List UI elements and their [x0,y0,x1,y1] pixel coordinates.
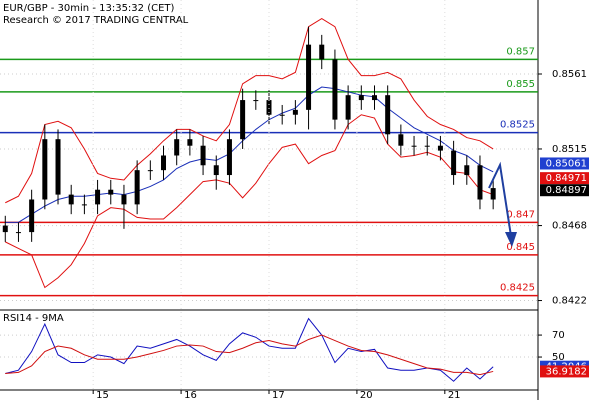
candle-body [213,165,219,176]
candle-body [42,139,48,200]
candle-body [398,134,404,146]
level-label: 0.855 [506,79,535,90]
y-tick-label: 0.8515 [552,144,587,155]
level-label: 0.857 [506,46,535,57]
series-line [5,317,494,382]
candle-body [2,225,8,233]
series-line [5,114,494,289]
candle-body [81,204,87,206]
candle-body [134,170,140,205]
x-tick-label: 21 [448,390,461,400]
candle-body [451,150,457,176]
candle-body [266,100,272,115]
candle-body [240,100,246,140]
value-tag [540,365,589,378]
series-line [5,17,494,204]
candle-body [490,188,496,200]
series-line [5,334,494,376]
y-tick-label: 50 [552,352,565,363]
candle-body [292,109,298,115]
candle-body [279,114,285,116]
x-tick-label: 16 [184,390,197,400]
candle-body [385,95,391,135]
candle-body [121,194,127,205]
candle-body [477,165,483,200]
candle-body [200,145,206,166]
level-label: 0.8525 [500,120,535,131]
value-tag-label: 36.9182 [546,366,587,377]
candle-body [319,44,325,60]
candle-body [345,95,351,120]
candle-body [15,232,21,234]
candle-body [108,189,114,195]
series-line [5,86,494,223]
candle-body [95,189,101,205]
value-tag-label: 0.84971 [546,173,587,184]
value-tag-label: 0.84897 [546,185,587,196]
x-tick-label: 17 [272,390,285,400]
candle-body [437,145,443,151]
candle-body [161,155,167,171]
candle-body [174,139,180,156]
candle-body [306,44,312,110]
candle-body [358,95,364,101]
x-tick-label: 20 [360,390,373,400]
candle-body [187,139,193,146]
chart-title: EUR/GBP - 30min - 13:35:32 (CET) [3,3,175,14]
chart-subtitle: Research © 2017 TRADING CENTRAL [3,15,189,26]
candle-body [253,100,259,102]
candle-body [424,145,430,147]
arrow-head [505,232,517,247]
arrow-line [488,161,512,237]
candle-body [226,139,232,176]
forecast-arrow [488,161,517,247]
value-tag-label: 0.85061 [546,158,587,169]
level-label: 0.845 [506,242,535,253]
candle-body [29,199,35,233]
value-tag [540,157,589,170]
y-tick-label: 0.8561 [552,69,587,80]
price-panel: 0.8561 0.8515 0.8468 0.8422 0.857 0.855 0.8525… [0,17,589,307]
y-tick-label: 0.8422 [552,296,587,307]
candle-body [464,165,470,176]
value-tag [540,172,589,185]
candle-body [55,139,61,195]
candle-body [147,170,153,172]
candle-body [371,95,377,101]
y-tick-label: 70 [552,330,565,341]
level-label: 0.847 [506,209,535,220]
rsi-title: RSI14 - 9MA [3,313,64,324]
candle-body [332,59,338,120]
candle-body [411,145,417,147]
y-tick-label: 0.8468 [552,221,587,232]
x-tick-label: 15 [96,390,109,400]
level-label: 0.8425 [500,283,535,294]
value-tag [540,184,589,197]
candle-body [68,194,74,205]
